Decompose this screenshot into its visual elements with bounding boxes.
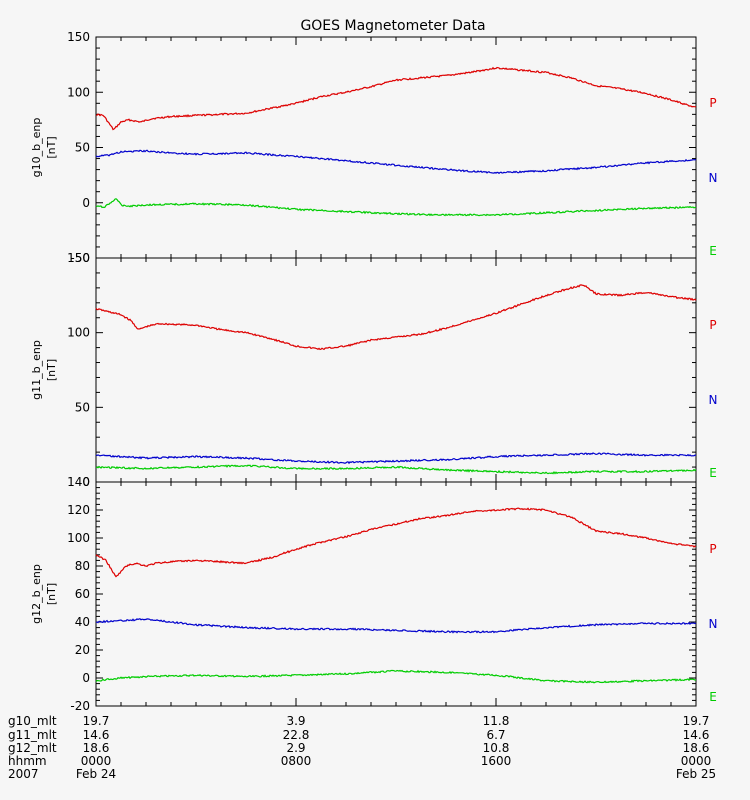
xaxis-value: 2.9 [286, 741, 305, 755]
legend-n-panel-3: N [709, 617, 718, 631]
y-tick-label: 120 [67, 503, 90, 517]
legend-e-panel-3: E [709, 690, 717, 704]
xaxis-value: 0000 [81, 754, 112, 768]
y-tick-label: 40 [75, 615, 90, 629]
series-line-p-panel-2 [95, 284, 697, 351]
y-tick-label: 20 [75, 643, 90, 657]
xaxis-value: 18.6 [83, 741, 110, 755]
y-tick-label: 140 [67, 475, 90, 489]
xaxis-value: 3.9 [286, 714, 305, 728]
xaxis-row-label: 2007 [8, 767, 39, 781]
xaxis-row-label: g10_mlt [8, 714, 57, 728]
y-tick-label: 0 [82, 196, 90, 210]
xaxis-value: 1600 [481, 754, 512, 768]
series-line-n-panel-2 [95, 452, 697, 465]
xaxis-row-label: g11_mlt [8, 728, 57, 742]
panel-frame-3 [95, 481, 697, 707]
y-tick-label: 50 [75, 141, 90, 155]
y-axis-unit-1: [nT] [45, 136, 58, 158]
legend-p-panel-1: P [709, 96, 716, 110]
y-tick-label: 0 [82, 475, 90, 489]
panel-frame-2 [95, 257, 697, 483]
y-axis-unit-2: [nT] [45, 359, 58, 381]
xaxis-value: 14.6 [83, 728, 110, 742]
y-axis-label-3: g12_b_enp [30, 564, 43, 624]
y-tick-label: 150 [67, 30, 90, 44]
legend-p-panel-2: P [709, 318, 716, 332]
y-tick-label: -20 [70, 699, 90, 713]
xaxis-value: 6.7 [486, 728, 505, 742]
y-tick-label: 60 [75, 587, 90, 601]
y-tick-label: 100 [67, 326, 90, 340]
series-line-p-panel-3 [95, 507, 697, 578]
xaxis-value: 14.6 [683, 728, 710, 742]
xaxis-value: 22.8 [283, 728, 310, 742]
chart-title: GOES Magnetometer Data [300, 18, 485, 34]
xaxis-value: Feb 25 [676, 767, 716, 781]
xaxis-value: 0000 [681, 754, 712, 768]
series-line-p-panel-1 [95, 66, 697, 131]
xaxis-value: Feb 24 [76, 767, 116, 781]
series-line-n-panel-1 [95, 149, 697, 175]
xaxis-value: 18.6 [683, 741, 710, 755]
xaxis-value: 11.8 [483, 714, 510, 728]
legend-e-panel-2: E [709, 466, 717, 480]
legend-p-panel-3: P [709, 542, 716, 556]
y-tick-label: 50 [75, 400, 90, 414]
y-tick-label: -50 [70, 251, 90, 265]
y-tick-label: 150 [67, 251, 90, 265]
legend-n-panel-2: N [709, 393, 718, 407]
xaxis-value: 19.7 [83, 714, 110, 728]
y-tick-label: 0 [82, 671, 90, 685]
y-axis-label-2: g11_b_enp [30, 340, 43, 400]
y-tick-label: 80 [75, 559, 90, 573]
series-line-e-panel-3 [95, 669, 697, 684]
series-line-n-panel-3 [95, 618, 697, 634]
series-line-e-panel-1 [95, 198, 697, 217]
y-axis-label-1: g10_b_enp [30, 118, 43, 178]
xaxis-value: 0800 [281, 754, 312, 768]
legend-e-panel-1: E [709, 244, 717, 258]
panel-frame-1 [95, 36, 697, 259]
xaxis-value: 10.8 [483, 741, 510, 755]
y-tick-label: 100 [67, 85, 90, 99]
y-tick-label: 100 [67, 531, 90, 545]
series-line-e-panel-2 [95, 464, 697, 475]
legend-n-panel-1: N [709, 171, 718, 185]
xaxis-value: 19.7 [683, 714, 710, 728]
xaxis-row-label: hhmm [8, 754, 47, 768]
y-axis-unit-3: [nT] [45, 583, 58, 605]
xaxis-row-label: g12_mlt [8, 741, 57, 755]
